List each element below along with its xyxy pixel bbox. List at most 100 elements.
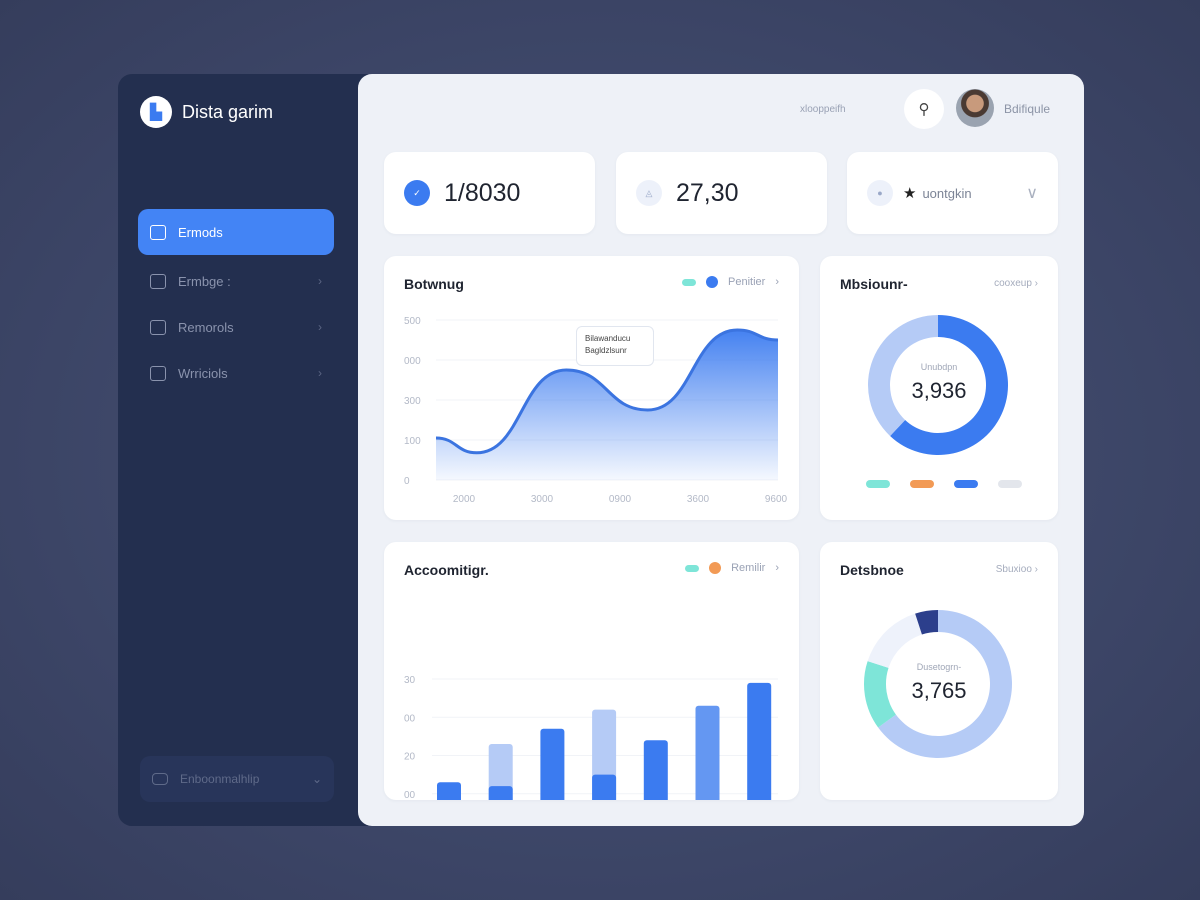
legend-label: Penitier [728,276,766,288]
legend-swatch [685,564,700,572]
card-title: Botwnug [404,276,464,292]
chevron-right-icon: › [318,366,322,380]
sidebar-item-label: Ermods [178,224,223,240]
legend-dot [709,562,722,574]
main-panel: xlooppeifh ⚲ Bdifiqule ✓ 1/8030 ◬ 27,30 … [358,74,1084,826]
bar-stack [488,744,513,800]
donut-center-label: Unubdpn [920,362,958,372]
tick-label: 100 [404,436,421,447]
donut-legend [866,480,1022,488]
star-icon: ★ [903,185,917,202]
card-title: Mbsiounr- [840,276,908,292]
area-fill [436,330,778,480]
tick-label: 500 [404,316,421,327]
bar [643,740,668,800]
series-line [435,328,779,455]
tick-label: 000 [404,356,421,367]
search-button[interactable]: ⚲ [904,89,944,129]
tick-label: 00 [404,713,416,724]
chevron-right-icon: › [775,276,779,288]
bar [437,782,461,800]
user-name[interactable]: Bdifiqule [1004,102,1051,116]
tick-label: 3600 [687,494,710,505]
drop-icon: ◬ [636,180,662,206]
donut-slice [867,613,922,668]
workspace-select[interactable]: Enboonmalhlip ⌄ [140,756,334,802]
document-icon [150,224,166,240]
chevron-right-icon: › [318,274,322,288]
donut-card-2: Detsbnoe Sbuxioo › Dusetogrn- 3,765 [820,542,1058,800]
calendar-icon [150,319,166,335]
chart-tooltip: Bilawanducu Bagldzlsunr [576,326,654,366]
legend-swatch [954,480,978,488]
tick-label: 2000 [453,494,476,505]
chevron-right-icon: › [775,562,779,574]
inbox-icon [150,273,166,289]
line-chart-card: Botwnug Penitier › 500 000 300 100 0 2000 3000 0… [384,256,799,520]
logo-icon: ▙ [140,96,172,128]
stat-card-1[interactable]: ◬ 27,30 [616,152,827,234]
donut-slice [915,610,938,635]
badge-icon: ● [867,180,893,206]
legend-swatch [910,480,934,488]
donut-slice [864,661,896,728]
donut-chart [864,610,1012,758]
sidebar-item-2[interactable]: Remorols › [138,304,334,350]
card-title: Accoomitigr. [404,562,489,578]
stat-card-2[interactable]: ● ★ uontgkin ∨ [847,152,1058,234]
donut-slice [890,315,1008,455]
chevron-down-icon[interactable]: ∨ [1026,185,1038,202]
legend[interactable]: Remilir › [685,562,779,574]
header-link[interactable]: xlooppeifh [800,104,846,115]
check-icon: ✓ [404,180,430,206]
sidebar-item-0[interactable]: Ermods [138,209,334,255]
sidebar: ▙ Dista garim Ermods Ermbge : › Remorols ›… [118,74,368,826]
more-link[interactable]: Sbuxioo › [995,564,1038,575]
legend-label: Remilir [731,562,766,574]
stat-label: uontgkin [922,185,972,201]
donut-center-value: 3,765 [911,678,967,703]
stat-card-0[interactable]: ✓ 1/8030 [384,152,595,234]
donut-card-1: Mbsiounr- cooxeup › Unubdpn 3,936 [820,256,1058,520]
chat-icon [152,773,168,785]
tooltip-line: Bilawanducu [585,334,631,343]
book-icon [150,365,166,381]
app-title: Dista garim [182,101,274,122]
chevron-right-icon: › [318,320,322,334]
donut-center-label: Dusetogrn- [916,662,962,672]
tooltip-line: Bagldzlsunr [585,346,627,355]
tick-label: 0900 [609,494,632,505]
tick-label: 20 [404,752,416,763]
donut-slice [878,610,1012,758]
tick-label: 9600 [765,494,788,505]
donut-center-value: 3,936 [911,378,967,403]
sidebar-item-label: Wrriciols [178,365,228,381]
tick-label: 300 [404,396,421,407]
bar-chart-card: Accoomitigr. Remilir› 30002000000:0000:0… [384,542,799,800]
bar [488,786,513,800]
legend-swatch [682,278,697,286]
stat-value: 27,30 [676,178,739,207]
legend-dot [706,276,719,288]
sidebar-item-1[interactable]: Ermbge : › [138,258,334,304]
logo[interactable]: ▙ Dista garim [140,96,273,128]
more-link[interactable]: cooxeup › [994,278,1038,289]
legend-swatch [866,480,890,488]
donut-slice [868,315,938,437]
sidebar-item-3[interactable]: Wrriciols › [138,350,334,396]
legend[interactable]: Penitier › [682,276,779,288]
stat-value: 1/8030 [444,178,521,207]
avatar[interactable] [956,89,994,127]
workspace-select-label: Enboonmalhlip [180,772,260,786]
sidebar-item-label: Ermbge : [178,273,231,289]
bar [592,774,617,800]
bar [540,728,565,800]
donut-chart [868,315,1008,455]
bar-chart: 30002000000:0000:0000:0000:0000:0010:001… [404,675,778,800]
card-title: Detsbnoe [840,562,904,578]
bar [695,705,720,800]
tick-label: 3000 [531,494,554,505]
bar [747,682,772,800]
search-icon: ⚲ [918,101,930,118]
